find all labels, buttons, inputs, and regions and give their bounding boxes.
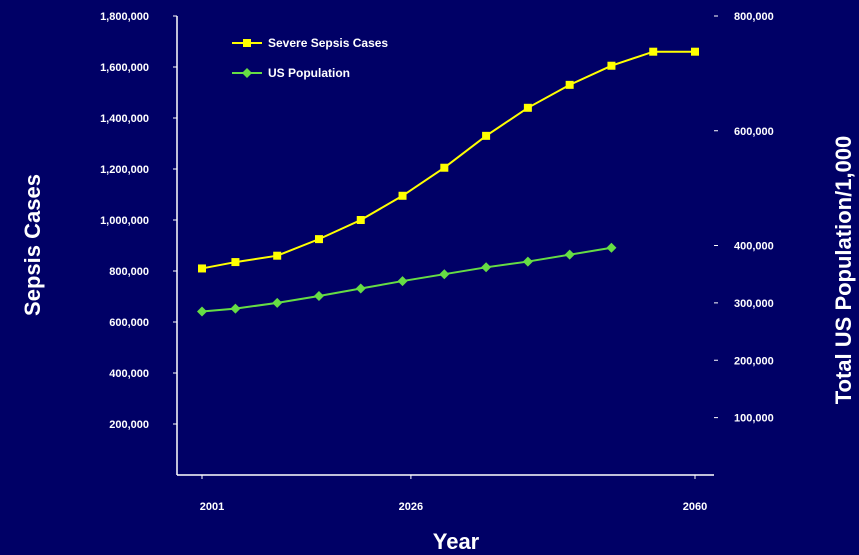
data-point: [355, 283, 366, 294]
data-point: [523, 103, 532, 112]
legend-swatch-marker: [243, 39, 251, 47]
left-y-tick-label: 1,000,000: [100, 215, 149, 227]
left-y-tick-label: 1,400,000: [100, 113, 149, 125]
left-y-tick-label: 800,000: [109, 266, 149, 278]
left-y-tick-label: 600,000: [109, 317, 149, 329]
data-point: [197, 306, 207, 317]
data-point: [356, 216, 365, 224]
data-point: [314, 235, 323, 244]
data-point: [564, 249, 575, 260]
right-y-tick-label: 300,000: [734, 298, 774, 310]
left-y-tick-label: 1,800,000: [100, 11, 149, 23]
data-point: [482, 131, 491, 140]
data-point: [691, 47, 699, 56]
legend-item: Severe Sepsis Cases: [232, 36, 388, 50]
data-point: [440, 163, 449, 172]
axes: 200,000 400,000 600,000 800,000 1,000,000 1,2…: [100, 11, 774, 513]
data-point: [231, 258, 240, 267]
legend-swatch-marker: [242, 68, 252, 78]
series-line: [201, 50, 695, 270]
right-y-axis-title: Total US Population/1,000: [831, 136, 856, 405]
legend: Severe Sepsis Cases US Population: [232, 36, 388, 80]
legend-item: US Population: [232, 66, 350, 80]
left-y-tick-label: 1,600,000: [100, 62, 149, 74]
right-y-tick-label: 800,000: [734, 11, 774, 23]
series-severe-sepsis-cases: [198, 47, 699, 273]
x-tick-label: 2001: [200, 501, 224, 513]
x-tick-label: 2060: [683, 501, 707, 513]
data-point: [272, 297, 283, 308]
data-point: [607, 61, 616, 70]
data-point: [649, 47, 658, 56]
left-y-tick-label: 400,000: [109, 368, 149, 380]
legend-label: Severe Sepsis Cases: [268, 36, 388, 50]
data-point: [439, 269, 450, 280]
data-point: [398, 191, 407, 200]
legend-label: US Population: [268, 66, 350, 80]
series-layer: [197, 47, 699, 317]
data-point: [273, 251, 282, 260]
right-y-tick-label: 200,000: [734, 355, 774, 367]
right-y-tick-label: 400,000: [734, 241, 774, 253]
x-axis-title: Year: [433, 529, 480, 554]
data-point: [481, 262, 492, 273]
data-point: [230, 303, 241, 314]
data-point: [198, 264, 206, 273]
right-y-tick-label: 100,000: [734, 413, 774, 425]
left-y-axis-title: Sepsis Cases: [20, 174, 45, 316]
left-y-tick-label: 1,200,000: [100, 164, 149, 176]
data-point: [522, 256, 533, 267]
data-point: [313, 290, 324, 301]
left-y-tick-label: 200,000: [109, 419, 149, 431]
series-us-population: [197, 242, 617, 317]
data-point: [606, 242, 617, 253]
x-tick-label: 2026: [399, 501, 423, 513]
right-y-tick-label: 600,000: [734, 126, 774, 138]
data-point: [397, 276, 408, 287]
data-point: [565, 80, 574, 89]
